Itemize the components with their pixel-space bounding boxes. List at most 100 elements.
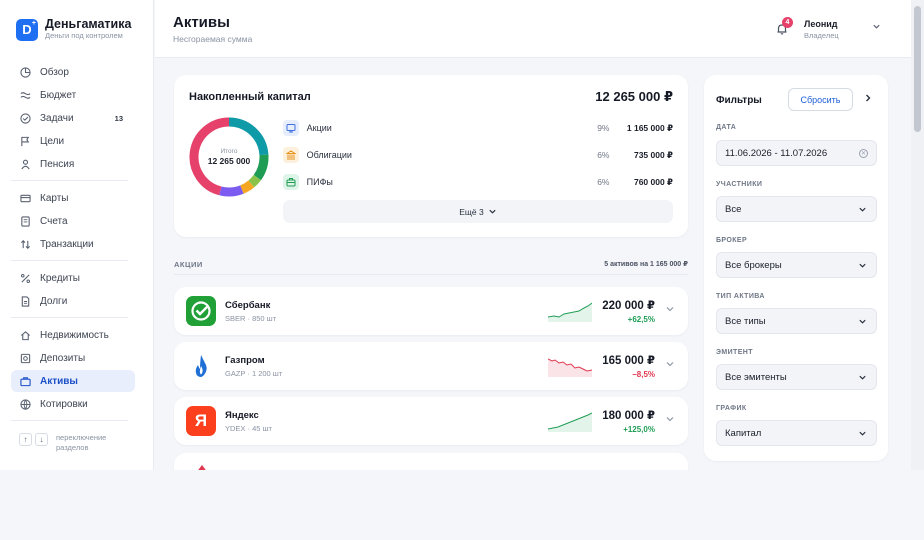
asset-row-partial[interactable] xyxy=(174,453,688,470)
globe-icon xyxy=(19,398,31,410)
card-icon xyxy=(19,192,31,204)
arrow-up-icon: ↑ xyxy=(19,433,32,446)
sidebar-item-credits[interactable]: Кредиты xyxy=(11,267,135,289)
broker-select[interactable]: Все брокеры xyxy=(716,252,877,278)
category-row-bonds[interactable]: Облигации 6% 735 000 ₽ xyxy=(283,145,673,165)
sidebar-item-label: Кредиты xyxy=(40,272,80,284)
flame-logo-icon xyxy=(186,351,216,381)
brand-name: Деньгаматика xyxy=(45,17,132,31)
sidebar: D + Деньгаматика Деньги под контролем Обз… xyxy=(0,0,154,470)
sidebar-item-tasks[interactable]: Задачи 13 xyxy=(11,107,135,129)
asset-value: 180 000 ₽ xyxy=(602,410,655,422)
percent-icon xyxy=(19,272,31,284)
user-menu[interactable]: Леонид Владелец xyxy=(804,19,839,40)
sidebar-item-label: Обзор xyxy=(40,66,69,78)
participants-select[interactable]: Все xyxy=(716,196,877,222)
filters-title: Фильтры xyxy=(716,95,762,106)
asset-row-yandex[interactable]: Я Яндекс YDEX · 45 шт 180 000 ₽ +125,0% xyxy=(174,397,688,445)
sidebar-item-pension[interactable]: Пенсия xyxy=(11,153,135,175)
sparkline-up xyxy=(548,302,592,322)
sparkline-down xyxy=(548,358,592,377)
chevron-down-icon[interactable] xyxy=(665,304,675,314)
category-pct: 6% xyxy=(597,150,610,160)
filter-label-issuer: ЭМИТЕНТ xyxy=(716,349,753,356)
nav-keyboard-hint: ↑ ↓ переключение разделов xyxy=(19,433,126,453)
asset-meta: GAZP · 1 200 шт xyxy=(225,369,283,378)
sidebar-item-label: Пенсия xyxy=(40,158,75,170)
category-row-stocks[interactable]: Акции 9% 1 165 000 ₽ xyxy=(283,118,673,138)
user-name: Леонид xyxy=(804,19,838,29)
chevron-down-icon[interactable] xyxy=(872,22,881,31)
sidebar-item-debts[interactable]: Долги xyxy=(11,290,135,312)
asset-change: −8,5% xyxy=(632,370,655,379)
filter-label-participants: УЧАСТНИКИ xyxy=(716,181,763,188)
issuer-select[interactable]: Все эмитенты xyxy=(716,364,877,390)
chevron-right-icon[interactable] xyxy=(863,93,873,103)
tasks-count-badge: 13 xyxy=(114,113,123,123)
date-range-field[interactable]: 11.06.2026 - 11.07.2026 ✕ xyxy=(716,140,877,166)
check-circle-icon xyxy=(19,112,31,124)
asset-meta: YDEX · 45 шт xyxy=(225,424,272,433)
filter-label-broker: БРОКЕР xyxy=(716,237,748,244)
category-amount: 1 165 000 ₽ xyxy=(626,122,673,133)
brand-logo-icon: D + xyxy=(16,18,38,41)
donut-segment xyxy=(248,174,261,188)
nav-divider xyxy=(11,317,128,318)
asset-meta: SBER · 850 шт xyxy=(225,314,277,323)
category-row-funds[interactable]: ПИФы 6% 760 000 ₽ xyxy=(283,172,673,192)
sidebar-item-real-estate[interactable]: Недвижимость xyxy=(11,324,135,346)
flag-icon xyxy=(19,135,31,147)
reset-filters-button[interactable]: Сбросить xyxy=(788,88,853,111)
chevron-down-icon xyxy=(489,209,496,214)
page-title: Активы xyxy=(173,14,230,31)
sidebar-item-label: Бюджет xyxy=(40,89,77,101)
sidebar-item-transactions[interactable]: Транзакции xyxy=(11,233,135,255)
chart-select[interactable]: Капитал xyxy=(716,420,877,446)
chevron-down-icon xyxy=(859,319,866,324)
brand[interactable]: D + Деньгаматика Деньги под контролем xyxy=(16,18,131,41)
arrow-down-icon: ↓ xyxy=(35,433,48,446)
category-amount: 760 000 ₽ xyxy=(633,176,673,187)
sidebar-item-quotes[interactable]: Котировки xyxy=(11,393,135,415)
filter-label-asset-type: ТИП АКТИВА xyxy=(716,293,765,300)
sidebar-item-cards[interactable]: Карты xyxy=(11,187,135,209)
donut-center: Итого 12 265 000 xyxy=(187,115,271,199)
donut-segment xyxy=(240,180,255,194)
asset-row-gazprom[interactable]: Газпром GAZP · 1 200 шт 165 000 ₽ −8,5% xyxy=(174,342,688,390)
category-name: Акции xyxy=(306,123,332,133)
asset-name: Газпром xyxy=(225,355,265,366)
sidebar-item-budget[interactable]: Бюджет xyxy=(11,84,135,106)
asset-value: 220 000 ₽ xyxy=(602,300,655,312)
sidebar-item-assets[interactable]: Активы xyxy=(11,370,135,392)
show-more-button[interactable]: Ещё 3 xyxy=(283,200,673,223)
show-more-label: Ещё 3 xyxy=(459,206,484,217)
person-icon xyxy=(19,158,31,170)
pie-icon xyxy=(19,66,31,78)
scrollbar-thumb[interactable] xyxy=(914,6,921,132)
clear-icon[interactable]: ✕ xyxy=(859,148,868,158)
sidebar-item-goals[interactable]: Цели xyxy=(11,130,135,152)
chevron-down-icon[interactable] xyxy=(665,359,675,369)
sidebar-item-label: Котировки xyxy=(40,398,88,410)
page-scrollbar[interactable] xyxy=(911,0,924,470)
asset-type-select[interactable]: Все типы xyxy=(716,308,877,334)
donut-segment xyxy=(219,185,244,197)
donut-segment xyxy=(228,117,269,156)
safe-icon xyxy=(19,352,31,364)
category-amount: 735 000 ₽ xyxy=(633,149,673,160)
sidebar-item-overview[interactable]: Обзор xyxy=(11,61,135,83)
asset-row-sber[interactable]: Сбербанк SBER · 850 шт 220 000 ₽ +62,5% xyxy=(174,287,688,335)
sidebar-item-accounts[interactable]: Счета xyxy=(11,210,135,232)
nav-divider xyxy=(11,260,128,261)
asset-type-value: Все типы xyxy=(725,315,766,327)
bank-icon xyxy=(283,147,299,163)
nav-hint-text: переключение разделов xyxy=(56,433,107,452)
asset-name: Сбербанк xyxy=(225,300,271,311)
section-meta: 5 активов на 1 165 000 ₽ xyxy=(604,261,688,268)
chevron-down-icon xyxy=(859,207,866,212)
file-icon xyxy=(19,295,31,307)
sidebar-item-deposits[interactable]: Депозиты xyxy=(11,347,135,369)
notification-badge: 4 xyxy=(782,17,793,28)
nav-divider xyxy=(11,420,128,421)
chevron-down-icon[interactable] xyxy=(665,414,675,424)
